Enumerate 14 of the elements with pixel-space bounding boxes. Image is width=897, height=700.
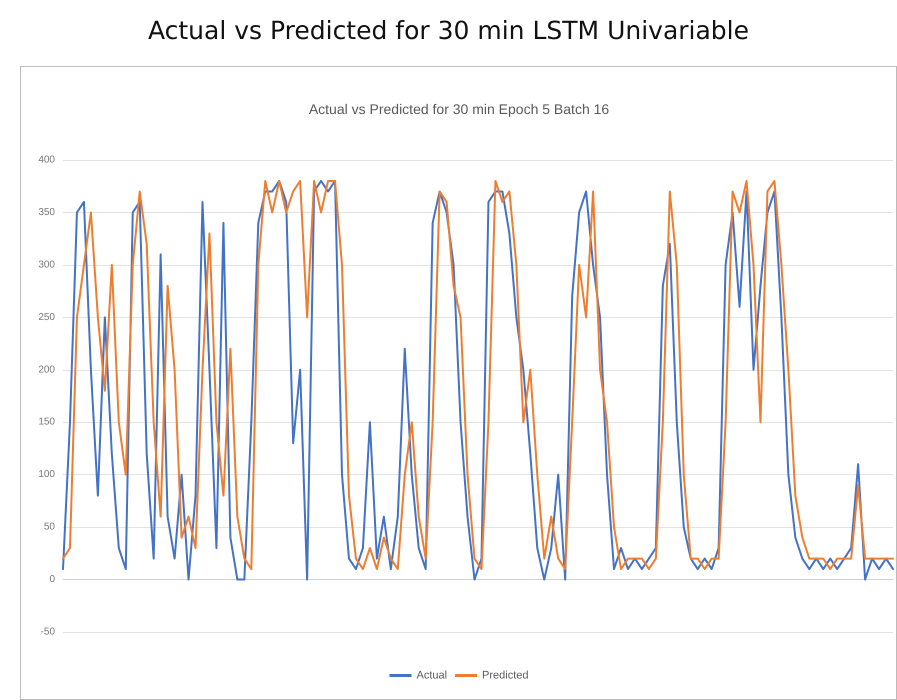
y-tick-label: 100 [38, 469, 56, 480]
y-tick-label: 250 [38, 312, 56, 323]
y-tick-label: 350 [38, 206, 56, 218]
y-tick-label: 150 [38, 416, 56, 428]
chart-title: Actual vs Predicted for 30 min LSTM Univariable [146, 16, 750, 45]
y-tick-label: 200 [38, 364, 56, 376]
chart-subtitle: Actual vs Predicted for 30 min Epoch 5 Batch 16 [308, 101, 610, 117]
legend-label: Predicted [482, 670, 529, 682]
y-tick-label: 300 [38, 259, 56, 270]
y-tick-label: 0 [49, 574, 56, 586]
y-tick-label: 400 [38, 154, 56, 166]
y-tick-label: -50 [40, 626, 56, 638]
legend-label: Actual [416, 670, 448, 682]
y-tick-label: 50 [44, 522, 56, 533]
